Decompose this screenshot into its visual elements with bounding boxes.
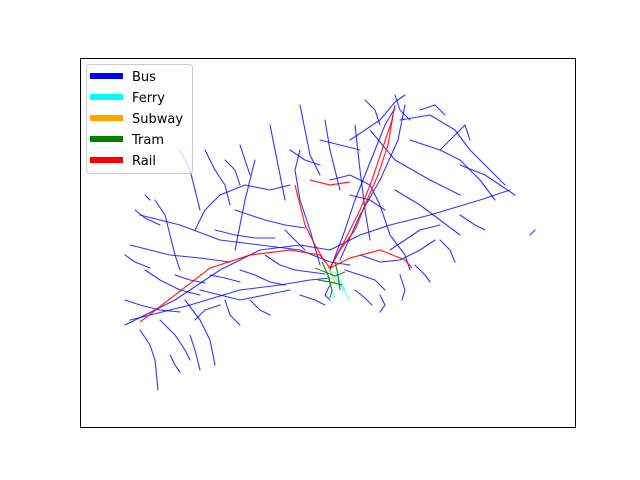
bus-route — [319, 139, 361, 151]
bus-route — [369, 129, 461, 196]
legend-label-rail: Rail — [132, 154, 156, 169]
rail-route — [139, 249, 331, 323]
bus-route — [249, 299, 271, 316]
bus-route — [264, 254, 326, 275]
bus-route — [209, 274, 241, 283]
bus-route — [394, 94, 411, 121]
bus-route — [224, 159, 241, 186]
bus-route — [224, 299, 241, 326]
ferry-route — [324, 267, 336, 299]
bus-route — [329, 107, 396, 271]
bus-route — [299, 104, 321, 176]
rail-route — [329, 249, 413, 269]
bus-route — [459, 164, 516, 196]
bus-route — [194, 304, 221, 321]
bus-route — [159, 319, 191, 361]
legend-label-subway: Subway — [132, 112, 183, 127]
bus-route — [124, 254, 151, 269]
bus-route — [329, 174, 411, 271]
rail-route — [309, 179, 351, 186]
bus-route — [234, 209, 306, 229]
bus-route — [139, 214, 351, 266]
bus-route — [189, 334, 201, 371]
bus-route — [439, 124, 471, 151]
bus-route — [399, 274, 406, 301]
bus-route — [129, 244, 231, 263]
bus-route — [129, 277, 331, 321]
bus-route — [144, 269, 201, 296]
bus-route — [299, 294, 326, 306]
bus-route — [364, 99, 381, 126]
rail-route — [329, 114, 394, 269]
bus-route — [339, 104, 406, 261]
bus-route — [354, 289, 373, 306]
bus-route — [289, 149, 321, 166]
bus-route — [324, 284, 331, 301]
bus-route — [379, 294, 386, 313]
bus-route — [394, 189, 461, 236]
bus-route — [414, 264, 431, 283]
bus-route — [269, 124, 286, 201]
bus-route — [204, 149, 231, 206]
bus-route — [239, 144, 251, 176]
subway-routes — [327, 265, 337, 285]
bus-route — [154, 199, 181, 271]
tram-routes — [314, 261, 346, 299]
tram-route — [314, 267, 346, 277]
bus-route — [199, 289, 291, 301]
bus-route — [194, 184, 291, 231]
tram-route — [317, 279, 343, 286]
bus-route — [284, 229, 306, 251]
bus-route — [349, 194, 386, 211]
bus-route — [324, 119, 341, 191]
legend-label-ferry: Ferry — [132, 91, 165, 106]
legend-label-bus: Bus — [132, 70, 156, 85]
bus-route — [439, 239, 456, 263]
bus-route — [169, 354, 181, 373]
rail-route — [294, 184, 326, 263]
bus-route — [174, 274, 206, 284]
bus-route — [399, 114, 506, 186]
bus-route — [144, 194, 151, 201]
bus-route — [239, 269, 286, 286]
legend-box — [86, 64, 193, 174]
legend-items: Bus Ferry Subway Tram Rail — [90, 70, 183, 169]
bus-route — [214, 229, 276, 239]
bus-route — [184, 299, 216, 366]
bus-route — [359, 239, 436, 263]
bus-route — [234, 159, 256, 251]
legend: Bus Ferry Subway Tram Rail — [86, 64, 193, 174]
subway-route — [327, 265, 337, 285]
bus-route — [354, 124, 371, 241]
bus-route — [409, 139, 496, 201]
bus-route — [349, 94, 406, 141]
bus-route — [134, 209, 161, 226]
bus-route — [124, 299, 181, 313]
legend-label-tram: Tram — [131, 133, 164, 148]
bus-route — [389, 224, 441, 251]
bus-route — [124, 189, 511, 326]
rail-routes — [139, 104, 413, 323]
bus-route — [344, 269, 386, 291]
bus-route — [139, 329, 159, 391]
bus-route — [419, 104, 446, 116]
tram-route — [334, 261, 341, 291]
bus-route — [459, 214, 486, 231]
bus-route — [529, 229, 536, 236]
